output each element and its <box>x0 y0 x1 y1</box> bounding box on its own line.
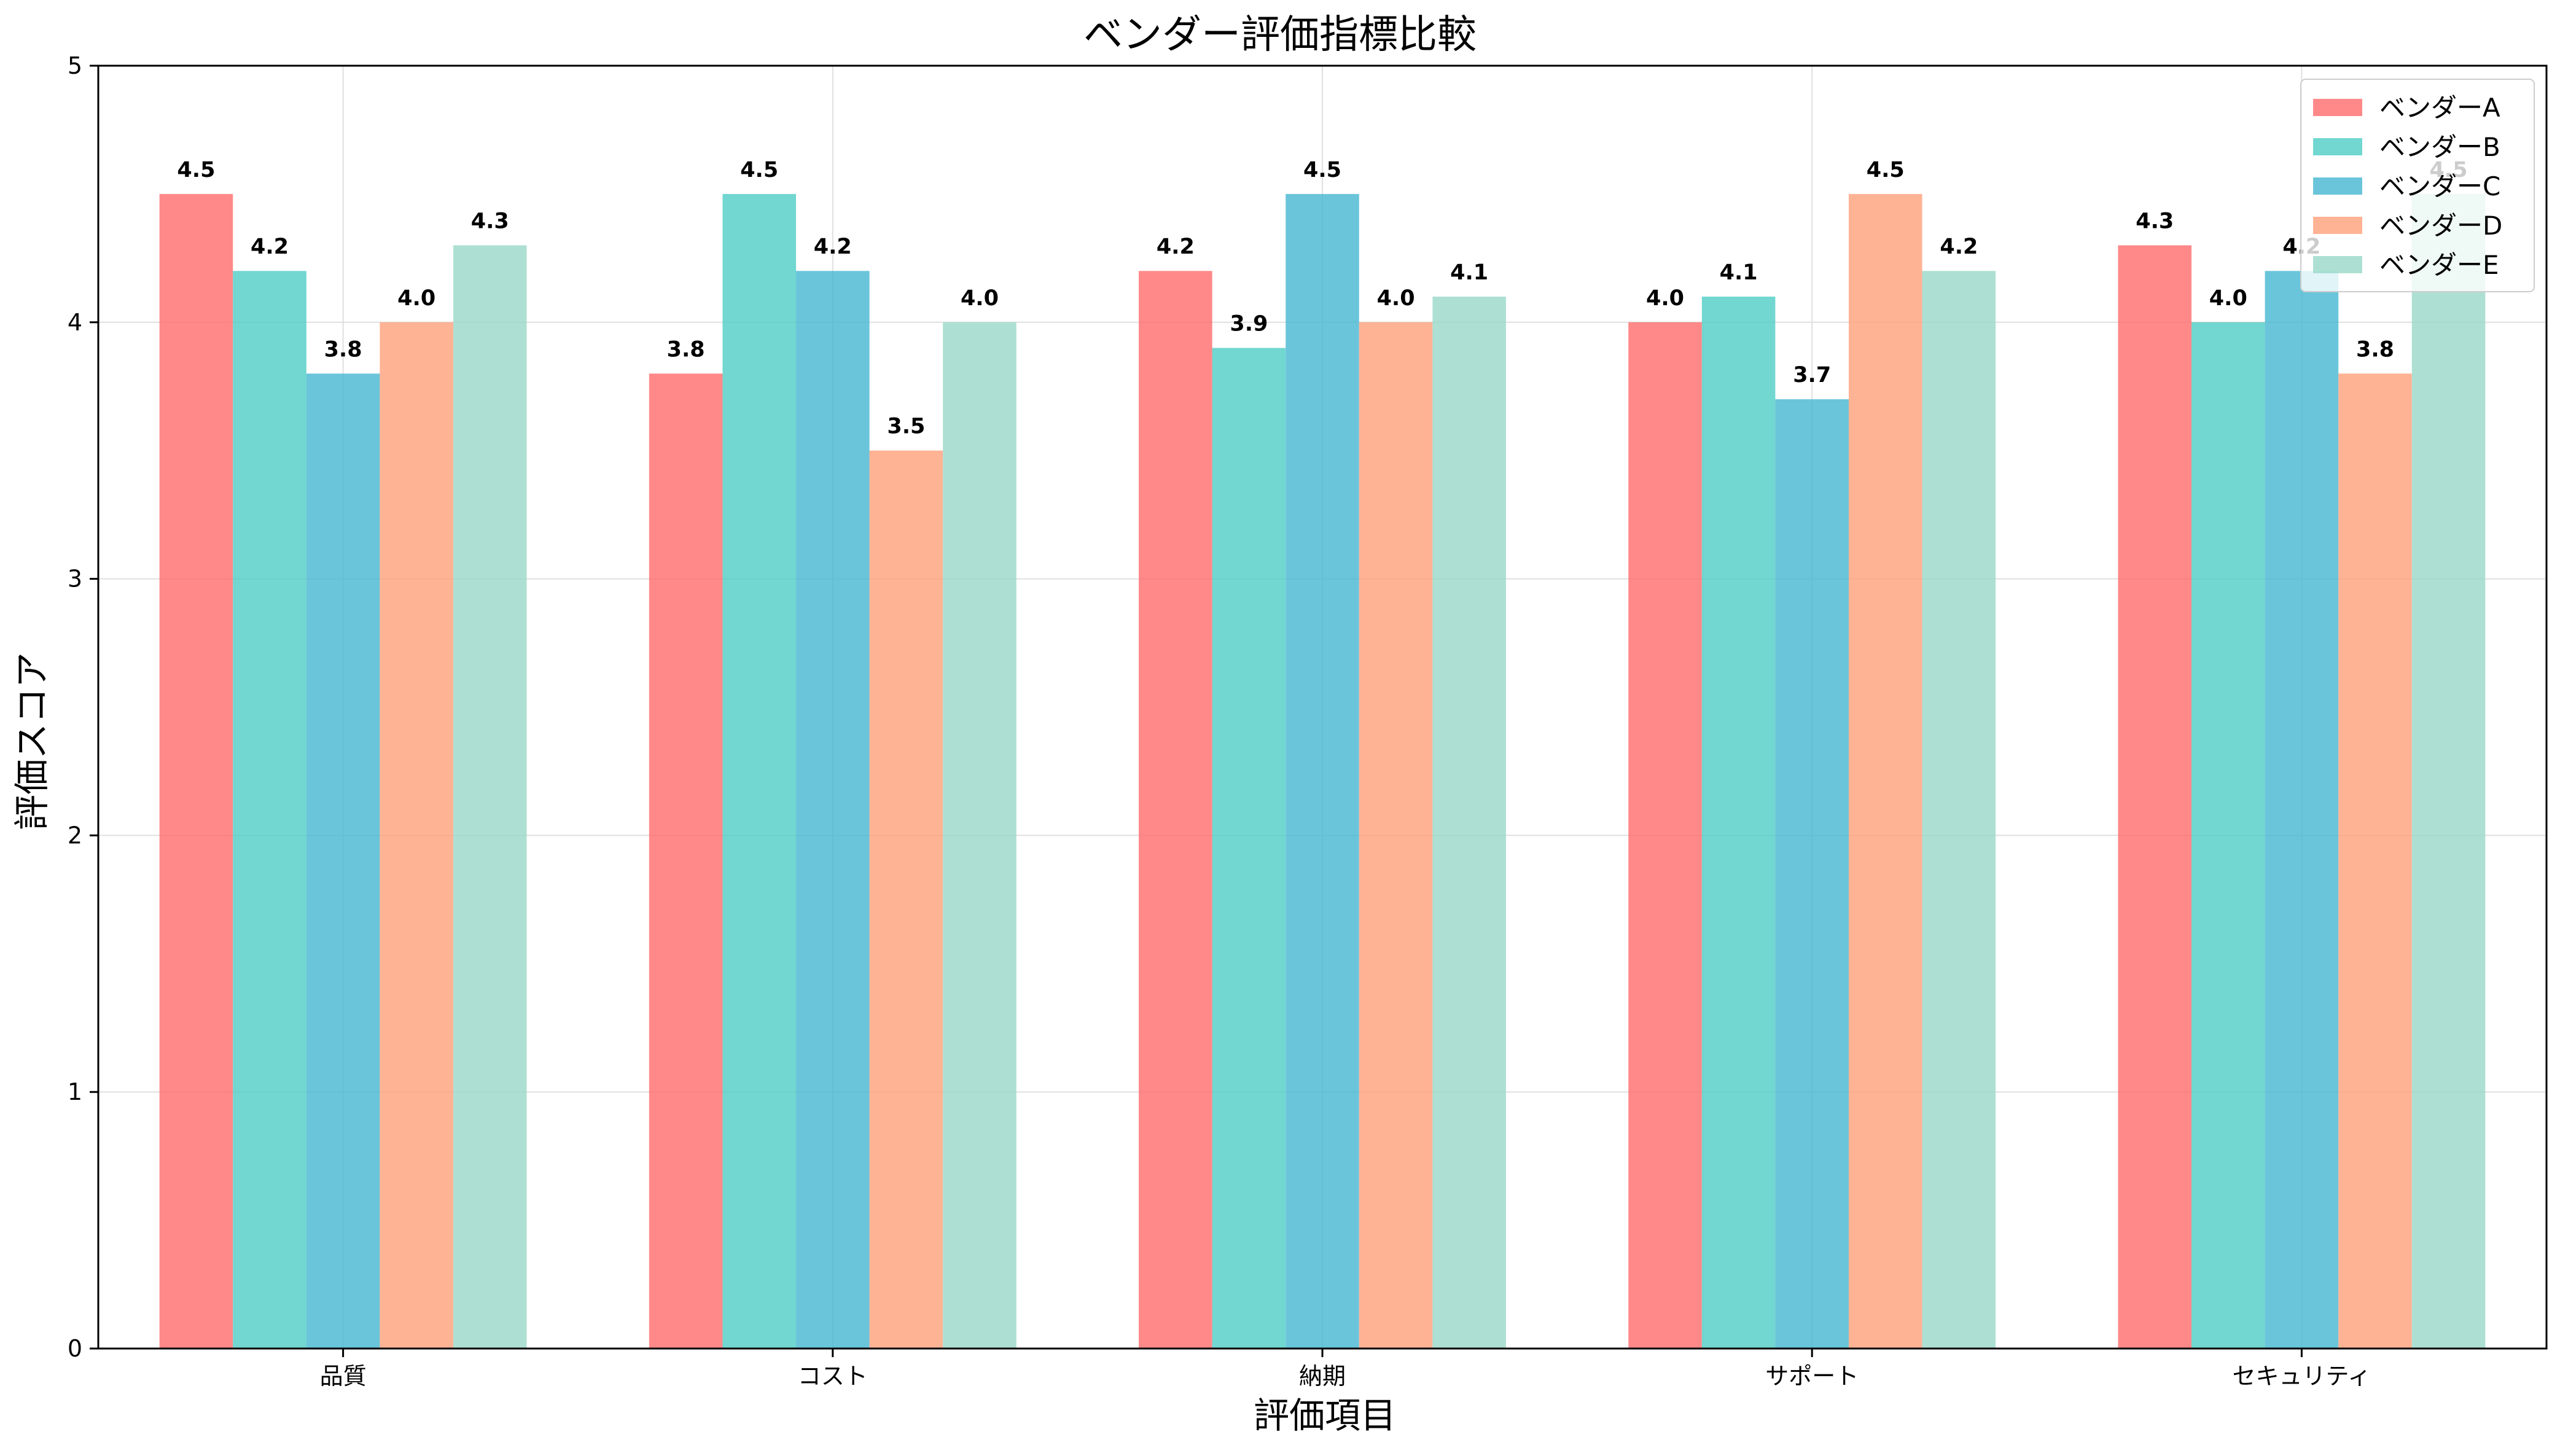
bar-value-label: 3.9 <box>1230 312 1268 337</box>
bar-value-label: 3.8 <box>667 337 705 362</box>
legend-label: ベンダーD <box>2379 211 2502 241</box>
bar-4-1 <box>380 322 453 1349</box>
bar-1-2 <box>649 373 723 1349</box>
y-tick-label: 2 <box>68 822 82 849</box>
bar-1-3 <box>1139 271 1212 1349</box>
bar-value-label: 4.5 <box>740 158 778 182</box>
x-tick-label: サポート <box>1765 1363 1859 1390</box>
bar-value-label: 4.0 <box>397 286 435 311</box>
bar-5-4 <box>1922 271 1996 1349</box>
bar-5-2 <box>943 322 1017 1349</box>
bar-2-4 <box>1701 297 1776 1349</box>
bar-value-label: 3.8 <box>324 337 362 362</box>
legend-label: ベンダーA <box>2379 93 2500 123</box>
bar-4-5 <box>2338 373 2412 1349</box>
bar-value-label: 4.2 <box>1157 235 1195 259</box>
legend: ベンダーA ベンダーB ベンダーC ベンダーD ベンダーE <box>2300 79 2535 292</box>
bar-2-5 <box>2191 322 2265 1349</box>
legend-swatch <box>2313 138 2362 155</box>
bar-5-5 <box>2411 193 2486 1349</box>
bar-value-label: 4.1 <box>1720 260 1758 285</box>
bar-value-label: 3.7 <box>1793 363 1831 387</box>
bar-value-label: 4.1 <box>1450 260 1488 285</box>
bar-5-1 <box>453 245 527 1349</box>
bar-value-label: 4.2 <box>1940 235 1978 259</box>
y-axis-label: 評価スコア <box>11 652 53 830</box>
bar-value-label: 4.2 <box>251 235 289 259</box>
bar-3-4 <box>1775 399 1849 1349</box>
y-tick-label: 1 <box>68 1078 82 1105</box>
bar-value-label: 4.3 <box>471 209 509 233</box>
legend-label: ベンダーC <box>2379 171 2500 201</box>
legend-swatch <box>2313 256 2362 273</box>
bar-2-2 <box>722 193 797 1349</box>
bar-value-label: 4.5 <box>177 158 215 182</box>
bar-2-1 <box>233 271 306 1349</box>
bar-value-label: 3.8 <box>2356 337 2394 362</box>
x-tick-label: 品質 <box>320 1363 367 1390</box>
bar-value-label: 4.5 <box>1867 158 1905 182</box>
bar-3-2 <box>796 271 870 1349</box>
bar-value-label: 4.0 <box>2209 286 2247 311</box>
bar-value-label: 3.5 <box>887 415 925 439</box>
legend-swatch <box>2313 217 2362 234</box>
bar-4-4 <box>1848 193 1922 1349</box>
bar-2-3 <box>1212 348 1286 1349</box>
legend-label: ベンダーE <box>2379 250 2499 280</box>
bar-1-1 <box>159 193 233 1349</box>
bar-value-label: 4.5 <box>1303 158 1341 182</box>
bar-value-label: 4.0 <box>961 286 999 311</box>
x-tick-label: セキュリティ <box>2233 1363 2371 1390</box>
y-tick-label: 5 <box>68 52 82 79</box>
bar-value-label: 4.0 <box>1646 286 1684 311</box>
bar-4-2 <box>869 450 943 1349</box>
bar-value-label: 4.0 <box>1377 286 1415 311</box>
x-tick-label: コスト <box>798 1363 868 1390</box>
bar-value-label: 4.2 <box>814 235 852 259</box>
y-tick-label: 3 <box>68 566 82 593</box>
legend-swatch <box>2313 177 2362 195</box>
bar-1-5 <box>2118 245 2192 1349</box>
bar-4-3 <box>1359 322 1433 1349</box>
bar-3-5 <box>2265 271 2339 1349</box>
bar-value-label: 4.3 <box>2136 209 2174 233</box>
legend-label: ベンダーB <box>2379 132 2500 162</box>
bar-3-1 <box>306 373 380 1349</box>
bar-1-4 <box>1628 322 1702 1349</box>
x-tick-label: 納期 <box>1299 1363 1346 1390</box>
bar-5-3 <box>1432 297 1506 1349</box>
legend-box <box>2300 79 2535 292</box>
bar-3-3 <box>1286 193 1359 1349</box>
legend-swatch <box>2313 99 2362 116</box>
x-axis-label: 評価項目 <box>1254 1395 1396 1436</box>
y-tick-label: 4 <box>68 309 82 336</box>
chart-title: ベンダー評価指標比較 <box>1083 12 1477 58</box>
y-tick-label: 0 <box>68 1335 82 1362</box>
